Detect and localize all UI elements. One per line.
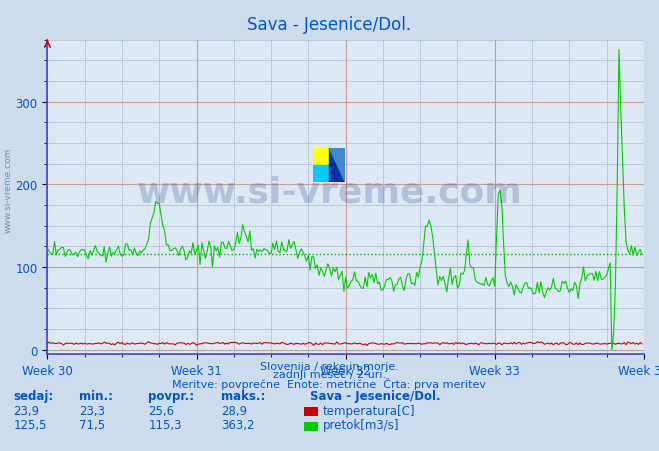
Text: 71,5: 71,5 [79, 419, 105, 432]
Text: 23,9: 23,9 [13, 404, 40, 417]
Text: Sava - Jesenice/Dol.: Sava - Jesenice/Dol. [247, 16, 412, 34]
Bar [313, 166, 329, 183]
Text: temperatura[C]: temperatura[C] [323, 404, 415, 417]
Text: min.:: min.: [79, 389, 113, 402]
Text: www.si-vreme.com: www.si-vreme.com [136, 175, 523, 209]
Text: 115,3: 115,3 [148, 419, 182, 432]
Text: 23,3: 23,3 [79, 404, 105, 417]
Text: maks.:: maks.: [221, 389, 265, 402]
Text: Meritve: povprečne  Enote: metrične  Črta: prva meritev: Meritve: povprečne Enote: metrične Črta:… [173, 377, 486, 389]
Text: Slovenija / reke in morje.: Slovenija / reke in morje. [260, 361, 399, 371]
Polygon shape [329, 149, 345, 183]
Text: 28,9: 28,9 [221, 404, 247, 417]
Text: pretok[m3/s]: pretok[m3/s] [323, 419, 399, 432]
Text: 25,6: 25,6 [148, 404, 175, 417]
Bar [313, 149, 329, 166]
Text: 363,2: 363,2 [221, 419, 254, 432]
Text: 125,5: 125,5 [13, 419, 47, 432]
Text: www.si-vreme.com: www.si-vreme.com [4, 147, 13, 232]
Text: zadnji mesec / 2 uri.: zadnji mesec / 2 uri. [273, 369, 386, 379]
Text: povpr.:: povpr.: [148, 389, 194, 402]
Text: sedaj:: sedaj: [13, 389, 53, 402]
Bar [329, 149, 345, 183]
Text: Sava - Jesenice/Dol.: Sava - Jesenice/Dol. [310, 389, 440, 402]
